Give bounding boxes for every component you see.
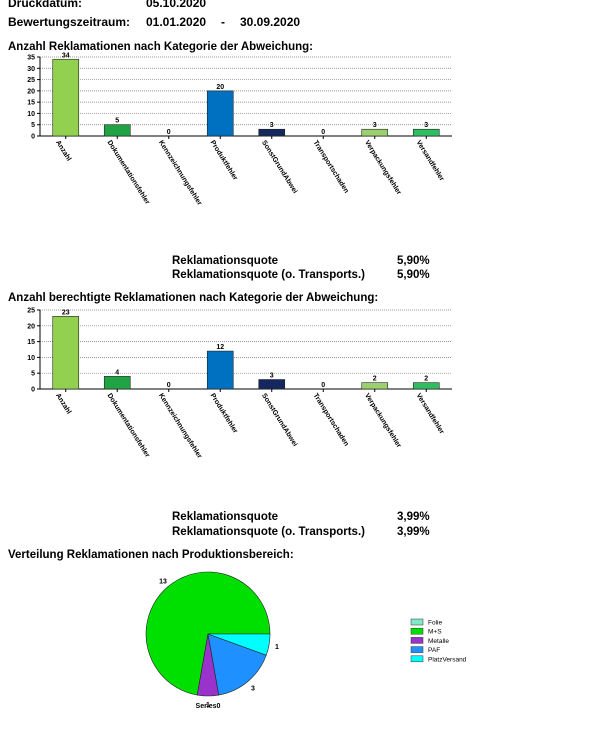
quote2-value: 3,99% bbox=[397, 511, 430, 523]
c2-bar-value-label: 2 bbox=[424, 376, 428, 383]
c2-bar-sonstgrundabwei bbox=[258, 379, 286, 390]
bewertungszeitraum-label: Bewertungszeitraum: bbox=[8, 15, 131, 29]
c1-bar-value-label: 3 bbox=[373, 122, 377, 129]
c2-bar-anzahl bbox=[52, 316, 80, 390]
c1-bar-dokumentationsfehler bbox=[103, 124, 131, 137]
legend-swatch bbox=[410, 655, 424, 663]
chart2-title: Anzahl berechtigte Reklamationen nach Ka… bbox=[8, 292, 379, 304]
c1-bar-sonstgrundabwei bbox=[258, 128, 286, 137]
quote1-value: 5,90% bbox=[397, 255, 430, 267]
c2-ytick-label: 20 bbox=[27, 323, 35, 330]
bewertungszeitraum-from: 01.01.2020 bbox=[146, 15, 207, 29]
c2-ytick-label: 25 bbox=[27, 308, 35, 315]
legend-label: Metalle bbox=[428, 638, 449, 645]
c1-ytick-label: 15 bbox=[27, 100, 35, 107]
c2-ytick-label: 10 bbox=[27, 355, 35, 362]
c2-ytick-label: 0 bbox=[31, 387, 35, 394]
c1-category-label: Produktfehler bbox=[209, 139, 239, 182]
quote1-transport-label: Reklamationsquote (o. Transports.) bbox=[172, 269, 365, 281]
c2-bar-value-label: 0 bbox=[167, 382, 171, 389]
c1-bar-value-label: 0 bbox=[167, 129, 171, 136]
c2-bar-dokumentationsfehler bbox=[103, 376, 131, 390]
chart3-title: Verteilung Reklamationen nach Produktion… bbox=[8, 549, 294, 561]
c1-category-label: Transportschaden bbox=[312, 139, 350, 194]
c1-category-label: Verpackungsfehler bbox=[363, 139, 402, 196]
pie-slice-value-label: 1 bbox=[206, 702, 210, 709]
druckdatum-label: Druckdatum: bbox=[8, 0, 83, 10]
c1-category-label: SonstGrundAbwei bbox=[260, 139, 298, 195]
c1-ytick-label: 10 bbox=[27, 111, 35, 118]
legend-swatch bbox=[410, 618, 424, 626]
c2-category-label: Anzahl bbox=[54, 392, 72, 415]
c2-bar-value-label: 0 bbox=[321, 382, 325, 389]
c1-bar-verpackungsfehler bbox=[361, 128, 389, 137]
c2-category-label: Versandfehler bbox=[415, 392, 446, 435]
c1-bar-value-label: 0 bbox=[321, 129, 325, 136]
c2-category-label: Transportschaden bbox=[312, 392, 350, 447]
c2-bar-value-label: 4 bbox=[115, 369, 119, 376]
c2-category-label: SonstGrundAbwei bbox=[260, 392, 298, 448]
legend-swatch bbox=[410, 637, 424, 644]
c1-ytick-label: 30 bbox=[27, 66, 35, 73]
legend-label: PlatzVersand bbox=[428, 656, 467, 663]
legend-label: Folie bbox=[428, 620, 442, 627]
pie-slice-m-s bbox=[145, 571, 271, 696]
c1-ytick-label: 35 bbox=[27, 55, 35, 62]
c1-bar-value-label: 3 bbox=[424, 122, 428, 129]
c2-category-label: Dokumentationsfehler bbox=[106, 392, 151, 459]
quote1-label: Reklamationsquote bbox=[172, 255, 279, 267]
pie-legend: Folie M+S Metalle PAF PlatzVersand bbox=[410, 618, 467, 663]
c1-bar-anzahl bbox=[52, 58, 80, 137]
c2-ytick-label: 5 bbox=[31, 371, 35, 378]
c2-bar-value-label: 3 bbox=[270, 373, 274, 380]
c2-bar-value-label: 2 bbox=[373, 376, 377, 383]
c1-category-label: Dokumentationsfehler bbox=[106, 139, 151, 206]
c1-bar-value-label: 34 bbox=[62, 52, 70, 59]
quote1-transport-value: 5,90% bbox=[397, 269, 430, 281]
pie-series-label: Series0 bbox=[196, 703, 221, 710]
c1-bar-versandfehler bbox=[412, 128, 440, 137]
c1-bar-produktfehler bbox=[206, 90, 234, 137]
c1-ytick-label: 5 bbox=[31, 122, 35, 129]
legend-swatch bbox=[410, 646, 424, 653]
c1-ytick-label: 0 bbox=[31, 134, 35, 141]
c2-bar-verpackungsfehler bbox=[361, 382, 389, 390]
c2-ytick-label: 15 bbox=[27, 339, 35, 346]
druckdatum-value: 05.10.2020 bbox=[146, 0, 207, 10]
quote2-label: Reklamationsquote bbox=[172, 511, 279, 523]
c2-bar-value-label: 23 bbox=[62, 309, 70, 316]
quote2-transport-label: Reklamationsquote (o. Transports.) bbox=[172, 526, 365, 538]
legend-label: M+S bbox=[428, 629, 442, 636]
c2-bar-produktfehler bbox=[206, 350, 234, 390]
c2-category-label: Kennzeichnungsfehler bbox=[157, 392, 203, 460]
bewertungszeitraum-to: 30.09.2020 bbox=[240, 15, 301, 29]
c1-category-label: Anzahl bbox=[54, 139, 72, 162]
c1-bar-value-label: 20 bbox=[216, 84, 224, 91]
c1-bar-value-label: 3 bbox=[270, 122, 274, 129]
bewertungszeitraum-separator: - bbox=[221, 15, 225, 29]
c1-bar-value-label: 5 bbox=[115, 118, 119, 125]
distribution-by-production-area-chart: 13131Series0FolieM+SMetallePAFPlatzVersa… bbox=[145, 571, 467, 710]
pie-slice-value-label: 3 bbox=[251, 686, 255, 693]
c1-category-label: Kennzeichnungsfehler bbox=[157, 139, 203, 207]
pie-slice-value-label: 13 bbox=[159, 578, 167, 585]
pie-slice-value-label: 1 bbox=[275, 644, 279, 651]
c2-bar-versandfehler bbox=[412, 382, 440, 390]
c1-ytick-label: 20 bbox=[27, 88, 35, 95]
c2-category-label: Verpackungsfehler bbox=[363, 392, 402, 449]
c1-ytick-label: 25 bbox=[27, 77, 35, 84]
pie-slice-platzversand bbox=[207, 633, 271, 656]
c2-category-label: Produktfehler bbox=[209, 392, 239, 435]
chart1-title: Anzahl Reklamationen nach Kategorie der … bbox=[8, 41, 314, 53]
c2-bar-value-label: 12 bbox=[216, 344, 224, 351]
pie-slice-paf bbox=[207, 633, 267, 696]
legend-swatch bbox=[410, 627, 424, 635]
c1-category-label: Versandfehler bbox=[415, 139, 446, 182]
quote2-transport-value: 3,99% bbox=[397, 526, 430, 538]
legend-label: PAF bbox=[428, 647, 440, 654]
